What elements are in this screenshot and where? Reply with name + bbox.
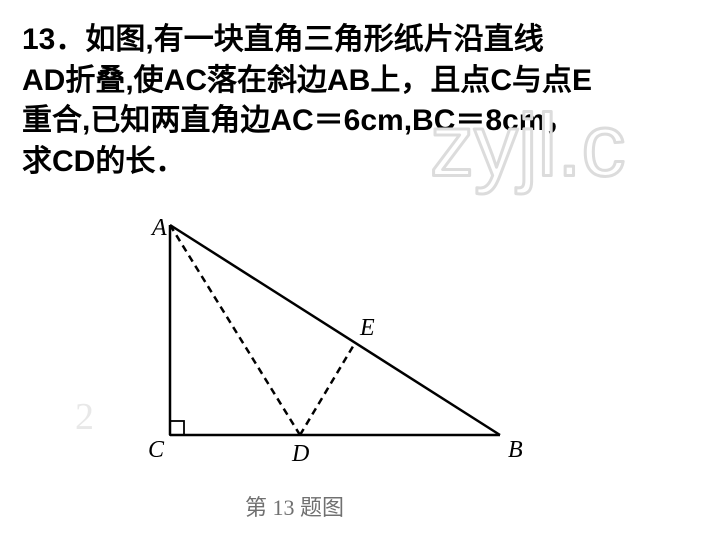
- figure-caption: 第 13 题图: [245, 490, 344, 522]
- problem-line1: 如图,有一块直角三角形纸片沿直线: [85, 23, 543, 56]
- problem-statement: 13．如图,有一块直角三角形纸片沿直线 AD折叠,使AC落在斜边AB上，且点C与…: [22, 20, 682, 182]
- geometry-figure: A C B D E: [130, 215, 560, 495]
- triangle-diagram: [130, 215, 560, 475]
- vertex-label-B: B: [508, 437, 523, 464]
- problem-line2: AD折叠,使AC落在斜边AB上，且点C与点E: [22, 64, 592, 97]
- vertex-label-C: C: [148, 437, 164, 464]
- vertex-label-D: D: [292, 441, 309, 468]
- vertex-label-E: E: [360, 315, 375, 342]
- small-watermark: 2: [75, 395, 94, 439]
- problem-line3: 重合,已知两直角边AC＝6cm,BC＝8cm，: [22, 104, 575, 137]
- vertex-label-A: A: [152, 215, 167, 242]
- problem-line4: 求CD的长．: [22, 145, 185, 178]
- problem-number: 13．: [22, 23, 85, 56]
